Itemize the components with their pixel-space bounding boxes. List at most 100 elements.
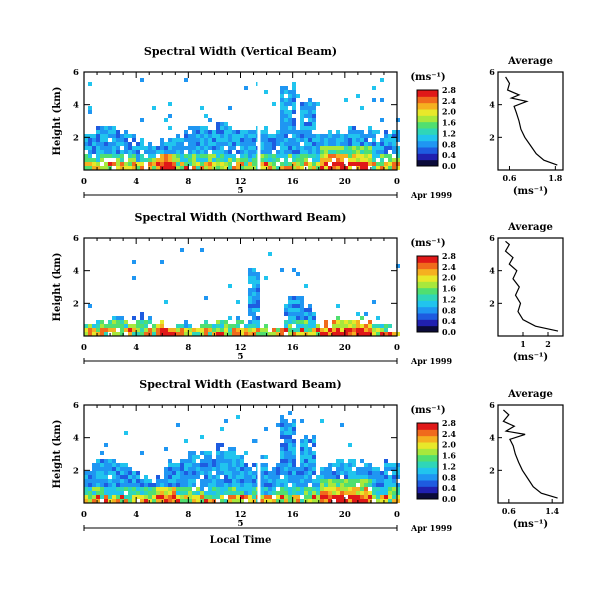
heatmap-cell — [116, 479, 120, 483]
heatmap-cell — [188, 328, 192, 332]
heatmap-cell — [336, 491, 340, 495]
heatmap-cell — [264, 491, 268, 495]
heatmap-cell — [304, 102, 308, 106]
heatmap-cell — [172, 463, 176, 467]
heatmap-cell — [120, 150, 124, 154]
heatmap-cell — [224, 320, 228, 324]
heatmap-cell — [168, 487, 172, 491]
heatmap-cell — [100, 495, 104, 499]
heatmap-cell — [348, 320, 352, 324]
heatmap-cell — [324, 154, 328, 158]
heatmap-cell — [300, 308, 304, 312]
heatmap-cell — [304, 324, 308, 328]
heatmap-cell — [312, 435, 316, 439]
heatmap-cell — [260, 328, 264, 332]
heatmap-cell — [264, 150, 268, 154]
heatmap-cell — [164, 142, 168, 146]
heatmap-cell — [140, 78, 144, 82]
heatmap-cell — [392, 471, 396, 475]
heatmap-cell — [300, 158, 304, 162]
heatmap-cell — [200, 162, 204, 166]
heatmap-cell — [232, 154, 236, 158]
heatmap-cell — [356, 130, 360, 134]
heatmap-cell — [364, 479, 368, 483]
heatmap-cell — [188, 146, 192, 150]
heatmap-cell — [84, 491, 88, 495]
heatmap-cell — [372, 130, 376, 134]
colorbar-swatch — [417, 429, 438, 437]
heatmap-cell — [208, 487, 212, 491]
heatmap-cell — [284, 471, 288, 475]
heatmap-cell — [376, 471, 380, 475]
average-y-tick-label: 2 — [489, 298, 495, 308]
heatmap-cell — [252, 272, 256, 276]
heatmap-cell — [308, 316, 312, 320]
heatmap-cell — [336, 324, 340, 328]
heatmap-cell — [320, 491, 324, 495]
heatmap-cell — [220, 162, 224, 166]
heatmap-cell — [252, 146, 256, 150]
heatmap-cell — [396, 150, 400, 154]
heatmap-cell — [228, 134, 232, 138]
heatmap-cell — [140, 312, 144, 316]
heatmap-cell — [268, 142, 272, 146]
heatmap-cell — [140, 499, 144, 503]
heatmap-cell — [224, 126, 228, 130]
heatmap-cell — [172, 479, 176, 483]
heatmap-cell — [252, 284, 256, 288]
heatmap-cell — [84, 483, 88, 487]
heatmap-cell — [280, 423, 284, 427]
heatmap-cell — [240, 471, 244, 475]
heatmap-cell — [160, 324, 164, 328]
heatmap-cell — [88, 82, 92, 86]
heatmap-cell — [108, 154, 112, 158]
heatmap-cell — [200, 487, 204, 491]
heatmap-cell — [368, 495, 372, 499]
colorbar-tick-label: 1.2 — [442, 294, 456, 304]
heatmap-cell — [280, 130, 284, 134]
heatmap-cell — [304, 130, 308, 134]
heatmap-cell — [388, 162, 392, 166]
heatmap-cell — [360, 491, 364, 495]
heatmap-cell — [236, 467, 240, 471]
heatmap-cell — [112, 134, 116, 138]
heatmap-cell — [140, 142, 144, 146]
heatmap-cell — [292, 162, 296, 166]
heatmap-cell — [156, 166, 160, 170]
heatmap-cell — [192, 499, 196, 503]
heatmap-cell — [340, 142, 344, 146]
heatmap-cell — [164, 162, 168, 166]
x-tick-label: 0 — [394, 510, 400, 520]
colorbar-swatch — [417, 147, 438, 154]
heatmap-cell — [352, 150, 356, 154]
heatmap-cell — [212, 158, 216, 162]
heatmap-cell — [320, 332, 324, 336]
heatmap-cell — [372, 142, 376, 146]
heatmap-cell — [104, 142, 108, 146]
heatmap-cell — [260, 475, 264, 479]
average-x-tick-label: 0.6 — [502, 506, 516, 516]
heatmap-cell — [188, 134, 192, 138]
heatmap-cell — [364, 134, 368, 138]
heatmap-cell — [324, 150, 328, 154]
heatmap-cell — [284, 122, 288, 126]
heatmap-cell — [308, 332, 312, 336]
heatmap-cell — [204, 471, 208, 475]
heatmap-cell — [228, 451, 232, 455]
heatmap-cell — [260, 150, 264, 154]
heatmap-cell — [336, 475, 340, 479]
heatmap-cell — [236, 316, 240, 320]
heatmap-cell — [208, 138, 212, 142]
heatmap-cell — [376, 150, 380, 154]
heatmap-cell — [368, 154, 372, 158]
y-axis-label: Height (km) — [52, 253, 63, 322]
heatmap-cell — [96, 471, 100, 475]
heatmap-cells — [84, 78, 400, 170]
heatmap-cell — [176, 138, 180, 142]
heatmap-cell — [96, 467, 100, 471]
heatmap-cell — [280, 459, 284, 463]
heatmap-cell — [284, 98, 288, 102]
heatmap-cell — [340, 459, 344, 463]
heatmap-cell — [280, 150, 284, 154]
heatmap-cell — [180, 162, 184, 166]
